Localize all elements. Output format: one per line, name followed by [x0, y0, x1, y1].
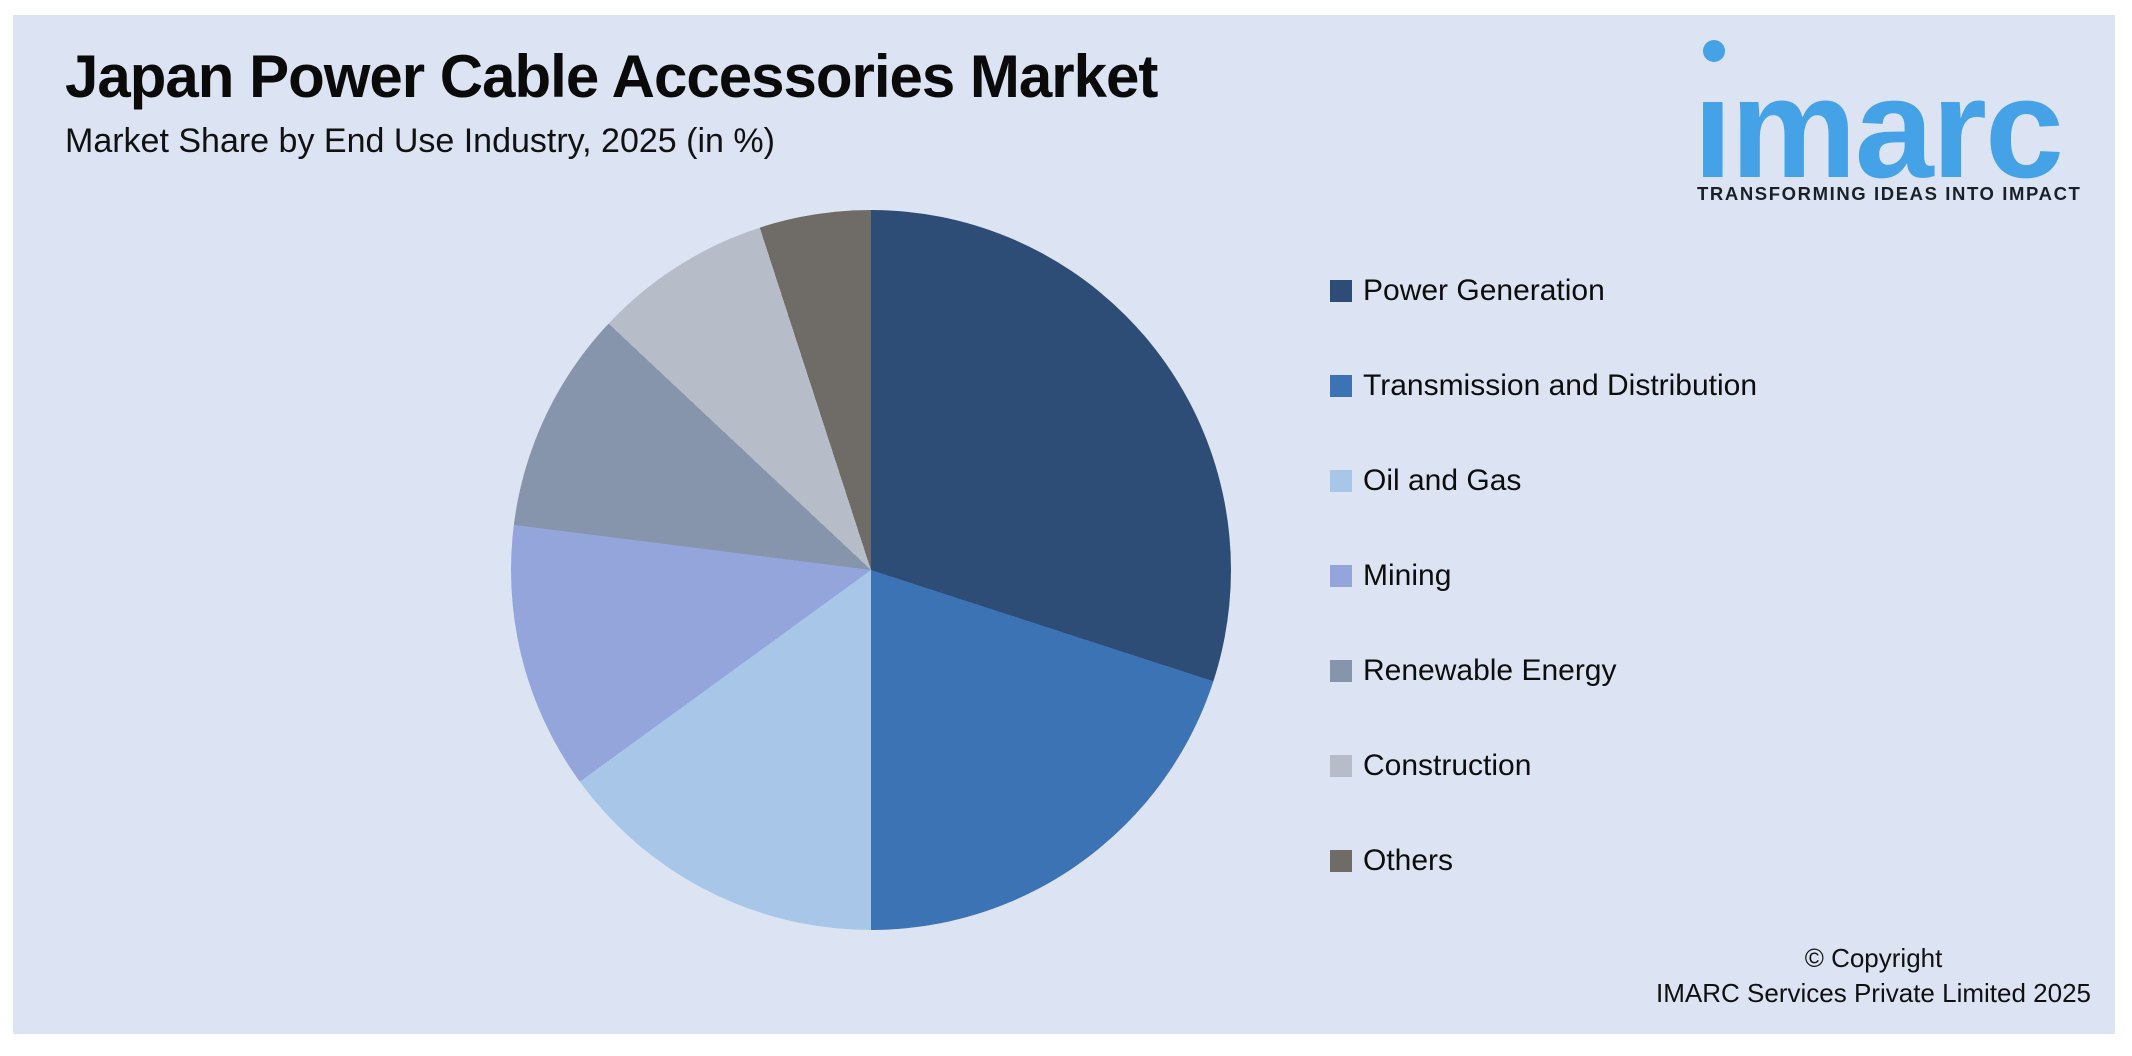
- legend-label: Transmission and Distribution: [1363, 369, 1758, 402]
- legend-item-mining: Mining: [1330, 560, 1757, 592]
- page-subtitle: Market Share by End Use Industry, 2025 (…: [65, 122, 775, 160]
- legend-item-others: Others: [1330, 845, 1757, 877]
- legend-swatch: [1330, 375, 1352, 397]
- copyright-line1: © Copyright: [1804, 943, 1943, 973]
- pie-chart: [511, 210, 1231, 930]
- legend-item-transmission-and-distribution: Transmission and Distribution: [1330, 370, 1757, 402]
- legend-label: Construction: [1363, 749, 1532, 782]
- logo-wordmark: ımarc: [1693, 49, 2064, 208]
- legend-item-construction: Construction: [1330, 750, 1757, 782]
- imarc-logo: ımarc TRANSFORMING IDEAS INTO IMPACT: [1693, 33, 2123, 233]
- chart-panel: Japan Power Cable Accessories Market Mar…: [13, 15, 2115, 1034]
- page-title: Japan Power Cable Accessories Market: [65, 43, 1158, 110]
- legend-swatch: [1330, 470, 1352, 492]
- logo-dot-icon: [1703, 40, 1725, 62]
- legend-swatch: [1330, 755, 1352, 777]
- legend-swatch: [1330, 660, 1352, 682]
- legend-swatch: [1330, 280, 1352, 302]
- legend-label: Oil and Gas: [1363, 464, 1522, 497]
- chart-legend: Power Generation Transmission and Distri…: [1330, 275, 1757, 940]
- legend-swatch: [1330, 850, 1352, 872]
- legend-item-renewable-energy: Renewable Energy: [1330, 655, 1757, 687]
- legend-label: Power Generation: [1363, 274, 1605, 307]
- legend-label: Others: [1363, 844, 1454, 877]
- legend-item-oil-and-gas: Oil and Gas: [1330, 465, 1757, 497]
- copyright-line2: IMARC Services Private Limited 2025: [1656, 978, 2091, 1009]
- copyright-notice: © Copyright IMARC Services Private Limit…: [1656, 941, 2091, 1011]
- legend-label: Renewable Energy: [1363, 654, 1617, 687]
- legend-label: Mining: [1363, 559, 1452, 592]
- logo-tagline: TRANSFORMING IDEAS INTO IMPACT: [1697, 183, 2082, 204]
- legend-swatch: [1330, 565, 1352, 587]
- legend-item-power-generation: Power Generation: [1330, 275, 1757, 307]
